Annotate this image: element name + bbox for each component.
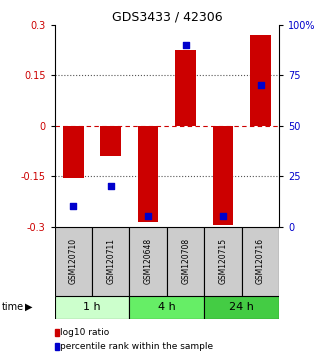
Bar xyxy=(92,227,129,296)
Bar xyxy=(250,35,271,126)
Bar xyxy=(213,126,233,225)
Title: GDS3433 / 42306: GDS3433 / 42306 xyxy=(112,11,222,24)
Text: GSM120716: GSM120716 xyxy=(256,238,265,284)
Bar xyxy=(129,296,204,319)
Bar xyxy=(129,227,167,296)
Bar xyxy=(100,126,121,156)
Bar xyxy=(242,227,279,296)
Text: ▶: ▶ xyxy=(25,302,32,312)
Text: 4 h: 4 h xyxy=(158,302,176,312)
Text: percentile rank within the sample: percentile rank within the sample xyxy=(60,342,213,352)
Point xyxy=(221,213,226,219)
Point xyxy=(146,213,151,219)
Text: GSM120710: GSM120710 xyxy=(69,238,78,284)
Text: 24 h: 24 h xyxy=(230,302,254,312)
Bar xyxy=(204,227,242,296)
Bar xyxy=(167,227,204,296)
Text: time: time xyxy=(2,302,24,312)
Bar xyxy=(55,296,129,319)
Text: GSM120708: GSM120708 xyxy=(181,238,190,284)
Text: GSM120711: GSM120711 xyxy=(106,238,115,284)
Bar xyxy=(175,50,196,126)
Point xyxy=(258,82,263,88)
Point xyxy=(71,204,76,209)
Point xyxy=(183,42,188,48)
Bar xyxy=(63,126,83,178)
Bar xyxy=(204,296,279,319)
Text: 1 h: 1 h xyxy=(83,302,101,312)
Bar xyxy=(55,227,92,296)
Point xyxy=(108,183,113,189)
Text: GSM120715: GSM120715 xyxy=(219,238,228,284)
Bar xyxy=(138,126,159,222)
Text: log10 ratio: log10 ratio xyxy=(60,328,109,337)
Text: GSM120648: GSM120648 xyxy=(144,238,153,284)
